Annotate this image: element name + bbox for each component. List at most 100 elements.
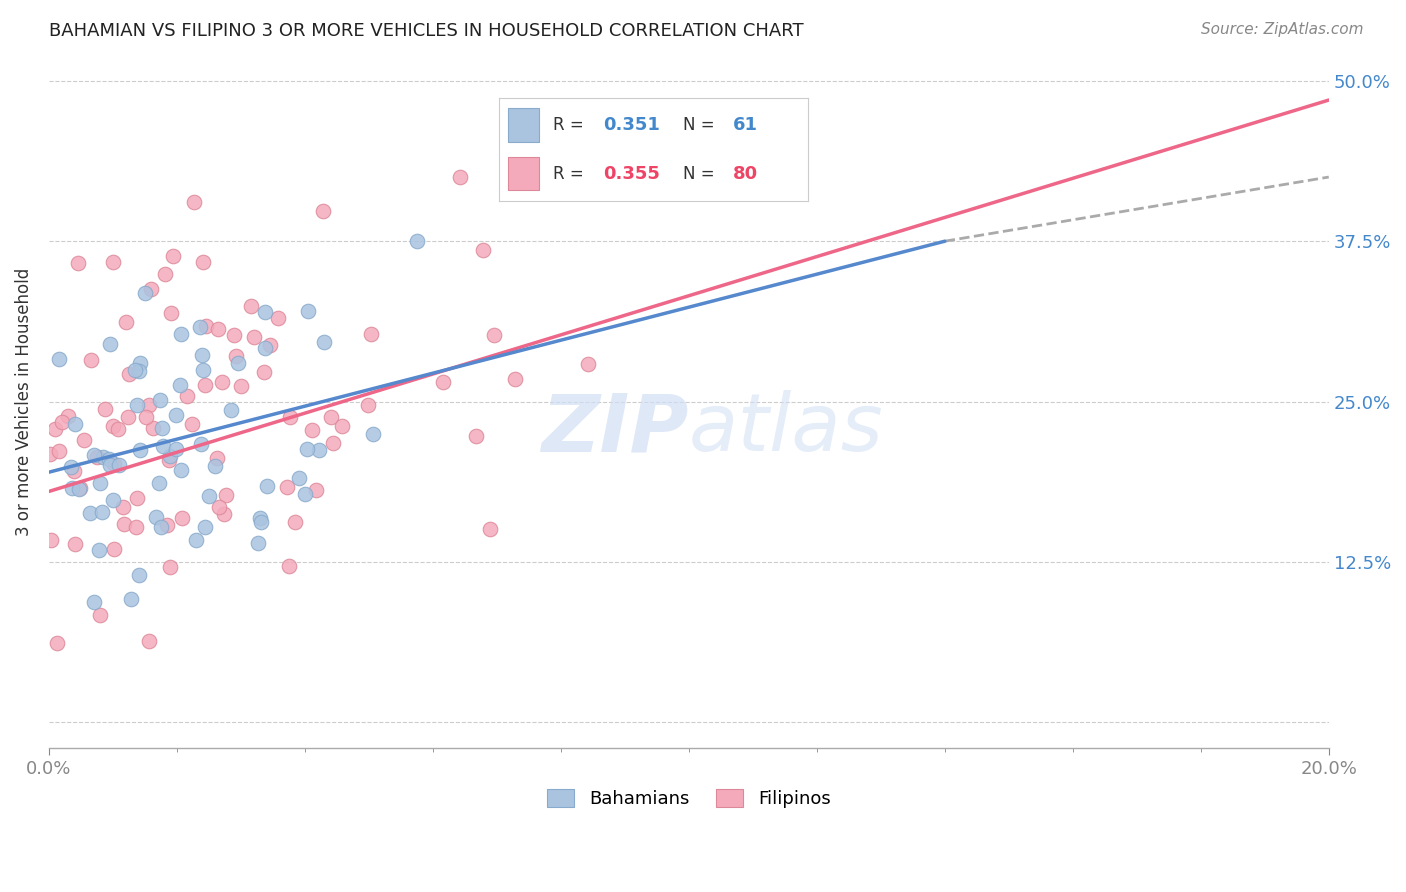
Point [51,416,73,430]
Point [478,523,501,537]
Point [278,410,301,425]
Text: N =: N = [683,116,720,135]
Point [297,303,319,318]
Point [103,541,125,556]
FancyBboxPatch shape [509,109,540,142]
Point [39,533,62,548]
Point [135,410,157,425]
Point [86,450,108,464]
Point [321,410,343,425]
Point [312,203,335,218]
Point [83,595,105,609]
Point [278,559,301,574]
Point [191,255,214,269]
Point [60,460,83,475]
Point [124,363,146,377]
Point [125,491,148,506]
Point [284,516,307,530]
Text: N =: N = [683,164,720,183]
Point [148,476,170,491]
Point [150,520,173,534]
Point [191,347,214,361]
Point [301,423,323,437]
Point [208,500,231,515]
Point [108,458,131,472]
Point [170,326,193,341]
Point [195,318,218,333]
Point [107,422,129,436]
Text: ZIP: ZIP [541,391,689,468]
Point [89,608,111,623]
Point [138,398,160,412]
Point [449,169,471,184]
Point [63,417,86,431]
Point [83,448,105,462]
Point [170,511,193,525]
Point [145,510,167,524]
Text: BAHAMIAN VS FILIPINO 3 OR MORE VEHICLES IN HOUSEHOLD CORRELATION CHART: BAHAMIAN VS FILIPINO 3 OR MORE VEHICLES … [49,22,804,40]
Point [176,389,198,403]
FancyBboxPatch shape [509,157,540,190]
Legend: Bahamians, Filipinos: Bahamians, Filipinos [540,781,838,815]
Point [222,328,245,343]
Point [39,447,62,461]
Point [67,482,90,496]
Point [101,419,124,434]
Point [66,256,89,270]
Point [229,379,252,393]
Point [155,518,177,533]
Point [165,442,187,456]
Point [193,378,215,392]
Point [183,194,205,209]
Point [150,420,173,434]
Point [139,282,162,296]
Point [361,426,384,441]
Point [80,352,103,367]
Point [169,378,191,392]
Point [100,336,122,351]
Point [249,511,271,525]
Point [184,533,207,548]
Point [305,483,328,498]
Point [89,476,111,491]
Point [117,409,139,424]
Point [312,335,335,350]
Point [111,500,134,515]
Point [276,480,298,494]
Point [162,249,184,263]
Point [63,537,86,551]
Point [60,482,83,496]
Text: R =: R = [554,116,589,135]
Point [97,451,120,466]
Point [250,515,273,529]
Point [91,450,114,465]
Point [207,322,229,336]
Point [465,429,488,443]
Point [149,393,172,408]
Point [253,365,276,379]
Point [152,440,174,454]
Point [159,449,181,463]
Point [330,418,353,433]
Point [190,437,212,451]
Point [170,463,193,477]
Point [120,591,142,606]
Point [253,305,276,319]
Point [79,507,101,521]
Point [256,479,278,493]
Text: 80: 80 [733,164,758,183]
Text: 0.355: 0.355 [603,164,659,183]
Point [211,376,233,390]
Point [225,349,247,363]
Text: Source: ZipAtlas.com: Source: ZipAtlas.com [1201,22,1364,37]
Point [357,398,380,412]
Point [259,338,281,352]
Point [287,471,309,485]
Point [90,505,112,519]
Point [267,311,290,326]
Text: atlas: atlas [689,391,883,468]
Point [240,299,263,313]
Point [205,451,228,466]
Point [197,489,219,503]
Point [129,443,152,458]
